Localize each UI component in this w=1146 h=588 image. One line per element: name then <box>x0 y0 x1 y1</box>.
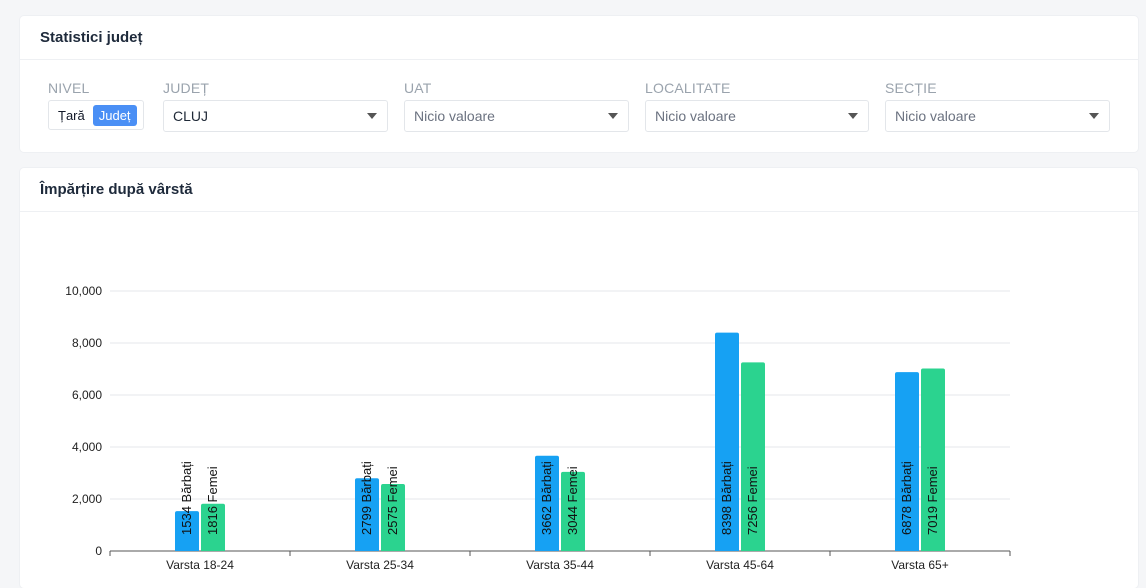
x-tick-label: Varsta 45-64 <box>706 558 774 572</box>
bar-label-women: 2575 Femei <box>385 466 400 535</box>
level-option-judet[interactable]: Județ <box>92 104 137 126</box>
chart-card-title: Împărțire după vârstă <box>20 168 1138 212</box>
y-tick-label: 8,000 <box>72 336 102 350</box>
localitate-label: LOCALITATE <box>645 80 731 96</box>
bar-label-men: 1534 Bărbați <box>179 461 194 535</box>
x-tick-label: Varsta 18-24 <box>166 558 234 572</box>
bar-women <box>741 362 765 551</box>
sectie-placeholder: Nicio valoare <box>895 108 976 124</box>
judet-select[interactable]: CLUJ <box>163 100 388 132</box>
bar-women <box>381 484 405 551</box>
y-tick-label: 6,000 <box>72 388 102 402</box>
x-tick-label: Varsta 25-34 <box>346 558 414 572</box>
bar-label-men: 6878 Bărbați <box>899 461 914 535</box>
filters-card-title: Statistici județ <box>20 16 1138 60</box>
y-tick-label: 10,000 <box>65 284 102 298</box>
bar-women <box>921 368 945 551</box>
bar-label-men: 2799 Bărbați <box>359 461 374 535</box>
sectie-label: SECȚIE <box>885 80 937 96</box>
x-tick-label: Varsta 65+ <box>891 558 948 572</box>
bar-women <box>201 503 225 551</box>
chevron-down-icon <box>367 113 377 119</box>
y-tick-label: 4,000 <box>72 440 102 454</box>
uat-filter: UAT Nicio valoare <box>404 80 629 132</box>
chevron-down-icon <box>1089 113 1099 119</box>
localitate-placeholder: Nicio valoare <box>655 108 736 124</box>
judet-value: CLUJ <box>173 108 209 124</box>
uat-placeholder: Nicio valoare <box>414 108 495 124</box>
bar-label-women: 1816 Femei <box>205 466 220 535</box>
bar-men <box>535 455 559 551</box>
bar-men <box>715 332 739 551</box>
x-tick-label: Varsta 35-44 <box>526 558 594 572</box>
judet-label: JUDEȚ <box>163 80 210 96</box>
uat-select[interactable]: Nicio valoare <box>404 100 629 132</box>
bar-men <box>355 478 379 551</box>
age-bar-chart: 0 2,000 4,000 6,000 8,000 10,000 Varsta 18-24 1… <box>65 284 1011 572</box>
bar-label-women: 7256 Femei <box>745 466 760 535</box>
localitate-select[interactable]: Nicio valoare <box>645 100 869 132</box>
y-tick-label: 0 <box>95 544 102 558</box>
nivel-label: NIVEL <box>48 80 90 96</box>
sectie-filter: SECȚIE Nicio valoare <box>885 80 1110 132</box>
sectie-select[interactable]: Nicio valoare <box>885 100 1110 132</box>
nivel-toggle: Țară Județ <box>48 100 144 130</box>
bar-women <box>561 471 585 551</box>
chevron-down-icon <box>848 113 858 119</box>
bar-men <box>895 372 919 551</box>
bar-men <box>175 511 199 551</box>
bar-label-women: 7019 Femei <box>925 466 940 535</box>
chevron-down-icon <box>608 113 618 119</box>
level-option-tara[interactable]: Țară <box>58 107 85 123</box>
bar-label-women: 3044 Femei <box>565 466 580 535</box>
uat-label: UAT <box>404 80 432 96</box>
y-tick-label: 2,000 <box>72 492 102 506</box>
bar-label-men: 3662 Bărbați <box>539 461 554 535</box>
nivel-filter: NIVEL Țară Județ <box>48 80 144 130</box>
age-chart-card: Împărțire după vârstă 0 2,000 4,000 6,000 8,… <box>20 168 1138 588</box>
bar-label-men: 8398 Bărbați <box>719 461 734 535</box>
judet-filter: JUDEȚ CLUJ <box>163 80 388 132</box>
localitate-filter: LOCALITATE Nicio valoare <box>645 80 869 132</box>
filters-card: Statistici județ NIVEL Țară Județ JUDEȚ … <box>20 16 1138 152</box>
